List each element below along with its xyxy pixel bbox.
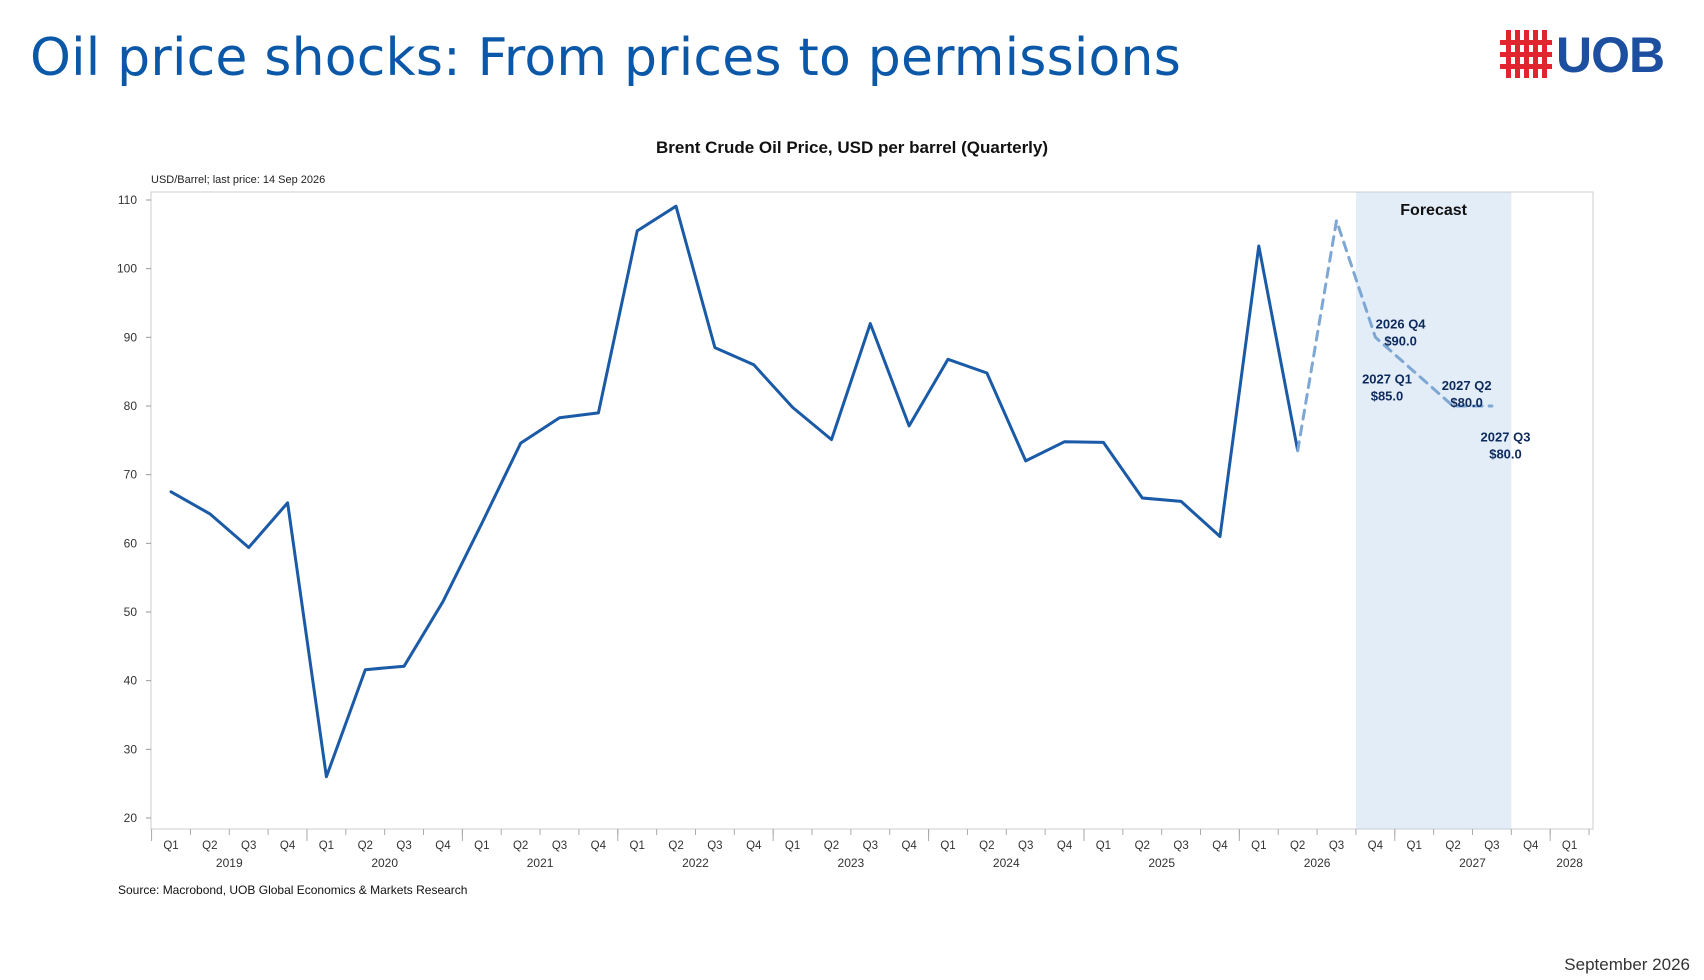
- annotation-period: 2027 Q2: [1442, 378, 1492, 393]
- y-tick-label: 110: [118, 193, 137, 207]
- x-tick-label: Q1: [1251, 840, 1266, 852]
- logo-stripe: [1500, 40, 1552, 45]
- x-tick-label: Q1: [630, 840, 645, 852]
- x-tick-label: Q4: [435, 840, 451, 852]
- x-tick-label: Q1: [1096, 840, 1111, 852]
- y-tick-label: 100: [117, 262, 137, 276]
- y-tick-label: 30: [124, 742, 138, 756]
- uob-logo-mark-icon: [1500, 30, 1552, 78]
- x-tick-label: Q2: [358, 840, 373, 852]
- year-label: 2023: [838, 856, 865, 870]
- source-note: Source: Macrobond, UOB Global Economics …: [118, 883, 468, 897]
- x-tick-label: Q4: [591, 840, 607, 852]
- year-label: 2025: [1148, 856, 1175, 870]
- annotation-value: $80.0: [1489, 447, 1522, 462]
- y-tick-label: 90: [124, 330, 138, 344]
- uob-logo-text: UOB: [1556, 27, 1665, 83]
- annotation-value: $80.0: [1450, 395, 1483, 410]
- year-label: 2024: [993, 856, 1020, 870]
- y-tick-label: 20: [124, 811, 138, 825]
- x-tick-label: Q2: [513, 840, 528, 852]
- year-label: 2020: [371, 856, 398, 870]
- year-label: 2021: [527, 856, 554, 870]
- x-tick-label: Q1: [474, 840, 489, 852]
- footer-date: September 2026: [1564, 955, 1690, 974]
- forecast-series-line: [1296, 219, 1494, 453]
- slide-title: Oil price shocks: From prices to permiss…: [30, 28, 1181, 88]
- x-tick-label: Q3: [241, 840, 256, 852]
- year-label: 2019: [216, 856, 243, 870]
- y-tick-label: 60: [124, 536, 138, 550]
- logo-stripe: [1500, 64, 1552, 69]
- x-tick-label: Q2: [1445, 840, 1460, 852]
- x-tick-label: Q2: [1290, 840, 1305, 852]
- annotation-period: 2026 Q4: [1376, 316, 1427, 331]
- y-tick-label: 40: [124, 674, 138, 688]
- x-tick-label: Q4: [280, 840, 296, 852]
- x-tick-label: Q1: [940, 840, 955, 852]
- y-tick-label: 50: [124, 605, 138, 619]
- x-tick-label: Q1: [163, 840, 178, 852]
- x-tick-label: Q3: [1018, 840, 1033, 852]
- y-tick-label: 70: [124, 468, 138, 482]
- annotation-period: 2027 Q1: [1362, 371, 1412, 386]
- x-tick-label: Q4: [1057, 840, 1073, 852]
- chart-subtitle: USD/Barrel; last price: 14 Sep 2026: [151, 174, 326, 186]
- annotation-period: 2027 Q3: [1481, 430, 1531, 445]
- forecast-label: Forecast: [1400, 202, 1467, 219]
- year-label: 2022: [682, 856, 709, 870]
- annotation-value: $85.0: [1371, 388, 1404, 403]
- x-tick-label: Q1: [785, 840, 800, 852]
- chart-title: Brent Crude Oil Price, USD per barrel (Q…: [655, 138, 1049, 157]
- year-label: 2027: [1459, 856, 1486, 870]
- x-tick-label: Q3: [396, 840, 411, 852]
- x-tick-label: Q3: [707, 840, 722, 852]
- x-tick-label: Q4: [1523, 840, 1539, 852]
- forecast-band: [1355, 192, 1512, 829]
- x-tick-label: Q4: [746, 840, 762, 852]
- logo-stripe: [1500, 52, 1552, 57]
- x-tick-label: Q3: [1484, 840, 1499, 852]
- x-tick-label: Q4: [901, 840, 917, 852]
- plot-frame: [150, 191, 1594, 830]
- x-tick-label: Q3: [1329, 840, 1344, 852]
- annotation-value: $90.0: [1384, 333, 1417, 348]
- x-tick-label: Q1: [1407, 840, 1422, 852]
- year-label: 2028: [1556, 856, 1583, 870]
- x-tick-label: Q1: [319, 840, 334, 852]
- x-tick-label: Q4: [1212, 840, 1228, 852]
- year-label: 2026: [1304, 856, 1331, 870]
- x-tick-label: Q4: [1368, 840, 1384, 852]
- x-tick-label: Q2: [979, 840, 994, 852]
- y-tick-label: 80: [124, 399, 138, 413]
- actual-series-line: [169, 204, 1300, 779]
- x-tick-label: Q2: [1135, 840, 1150, 852]
- x-tick-label: Q3: [863, 840, 878, 852]
- x-tick-label: Q1: [1562, 840, 1577, 852]
- x-tick-label: Q2: [668, 840, 683, 852]
- uob-logo: UOB: [1500, 27, 1676, 83]
- x-tick-label: Q2: [824, 840, 839, 852]
- x-tick-label: Q2: [202, 840, 217, 852]
- x-tick-label: Q3: [552, 840, 567, 852]
- x-tick-label: Q3: [1173, 840, 1188, 852]
